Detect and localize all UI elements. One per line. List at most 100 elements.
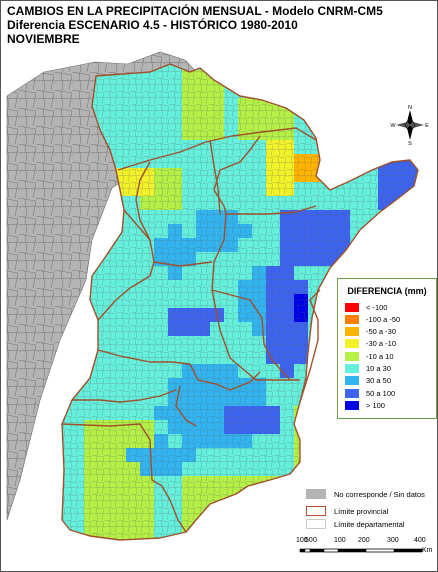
- grid-cell: [378, 462, 393, 477]
- grid-cell: [350, 140, 365, 155]
- grid-cell: [252, 504, 267, 519]
- grid-cell: [238, 504, 253, 519]
- grid-cell: [266, 518, 281, 533]
- grid-cell: [84, 322, 99, 337]
- grid-cell: [336, 126, 351, 141]
- grid-cell: [364, 140, 379, 155]
- grid-cell: [406, 420, 418, 435]
- grid-cell: [336, 420, 351, 435]
- grid-cell: [420, 224, 435, 239]
- grid-cell: [364, 154, 379, 169]
- grid-cell: [294, 70, 309, 85]
- grid-cell: [322, 98, 337, 113]
- legend-item: -30 a -10: [345, 339, 396, 349]
- grid-cell: [308, 434, 323, 449]
- grid-cell: [308, 98, 323, 113]
- grid-cell: [322, 322, 337, 337]
- grid-cell: [308, 420, 323, 435]
- grid-cell: [196, 532, 211, 540]
- compass-w: W: [390, 123, 396, 129]
- grid-cell: [420, 98, 435, 113]
- grid-cell: [308, 84, 323, 99]
- grid-cell: [266, 70, 281, 85]
- grid-cell: [308, 70, 323, 85]
- grid-cell: [308, 448, 323, 463]
- grid-cell: [392, 462, 407, 477]
- grid-cell: [336, 70, 351, 85]
- grid-cell: [224, 504, 239, 519]
- grid-cell: [322, 308, 337, 323]
- grid-cell: [378, 252, 393, 267]
- grid-cell: [378, 434, 393, 449]
- grid-cell: [364, 70, 379, 85]
- grid-cell: [350, 84, 365, 99]
- grid-cell: [322, 70, 337, 85]
- grid-cell: [364, 98, 379, 113]
- legend-swatch: [345, 351, 359, 361]
- grid-cell: [378, 420, 393, 435]
- grid-cell: [392, 224, 407, 239]
- grid-cell: [364, 420, 379, 435]
- title-line-3: NOVIEMBRE: [7, 32, 80, 46]
- scale-tick-label: 100: [296, 537, 308, 544]
- legend-item: -50 a -30: [345, 327, 396, 337]
- grid-cell: [350, 448, 365, 463]
- legend-label: > 100: [366, 400, 385, 410]
- grid-cell: [392, 70, 407, 85]
- compass-e: E: [425, 123, 429, 129]
- grid-cell: [280, 84, 295, 99]
- scale-tick-label: 400: [414, 537, 426, 544]
- grid-cell: [336, 112, 351, 127]
- grid-cell: [392, 448, 407, 463]
- reference-legend-swatch: [306, 506, 326, 516]
- grid-cell: [350, 112, 365, 127]
- reference-legend-label: Límite departamental: [334, 519, 405, 529]
- grid-cell: [406, 462, 418, 477]
- grid-cell: [238, 532, 253, 540]
- grid-cell: [378, 70, 393, 85]
- grid-cell: [364, 462, 379, 477]
- grid-cell: [322, 350, 337, 365]
- grid-cell: [336, 434, 351, 449]
- grid-cell: [322, 280, 337, 295]
- grid-cell: [252, 64, 267, 71]
- legend-label: 30 a 50: [366, 376, 392, 386]
- grid-cell: [266, 64, 281, 71]
- grid-cell: [224, 64, 239, 71]
- grid-cell: [392, 252, 407, 267]
- legend-label: -10 a 10: [366, 351, 394, 361]
- grid-cell: [322, 406, 337, 421]
- legend-item: -100 a -50: [345, 314, 400, 324]
- grid-cell: [392, 140, 407, 155]
- legend-swatch: [345, 339, 359, 349]
- grid-cell: [378, 238, 393, 253]
- grid-cell: [350, 420, 365, 435]
- grid-cell: [392, 434, 407, 449]
- grid-cell: [336, 448, 351, 463]
- legend-label: 50 a 100: [366, 388, 396, 398]
- grid-cell: [350, 64, 365, 71]
- grid-cell: [224, 70, 239, 85]
- grid-cell: [280, 532, 295, 540]
- grid-cell: [364, 64, 379, 71]
- grid-cell: [322, 336, 337, 351]
- grid-cell: [252, 490, 267, 505]
- grid-cell: [378, 448, 393, 463]
- grid-cell: [280, 64, 295, 71]
- scale-tick-label: 0: [313, 537, 317, 544]
- legend-swatch: [345, 364, 359, 373]
- grid-cell: [308, 406, 323, 421]
- grid-cell: [364, 448, 379, 463]
- grid-cell: [350, 126, 365, 141]
- grid-cell: [406, 70, 418, 85]
- grid-cell: [322, 112, 337, 127]
- grid-cell: [280, 490, 295, 505]
- reference-legend-item: Límite provincial: [306, 505, 436, 517]
- grid-cell: [252, 518, 267, 533]
- grid-cell: [210, 532, 225, 540]
- grid-cell: [406, 210, 418, 225]
- legend-title: DIFERENCIA (mm): [347, 286, 427, 296]
- grid-cell: [294, 64, 309, 71]
- grid-cell: [224, 532, 239, 540]
- title-line-1: CAMBIOS EN LA PRECIPITACIÓN MENSUAL - Mo…: [7, 4, 383, 18]
